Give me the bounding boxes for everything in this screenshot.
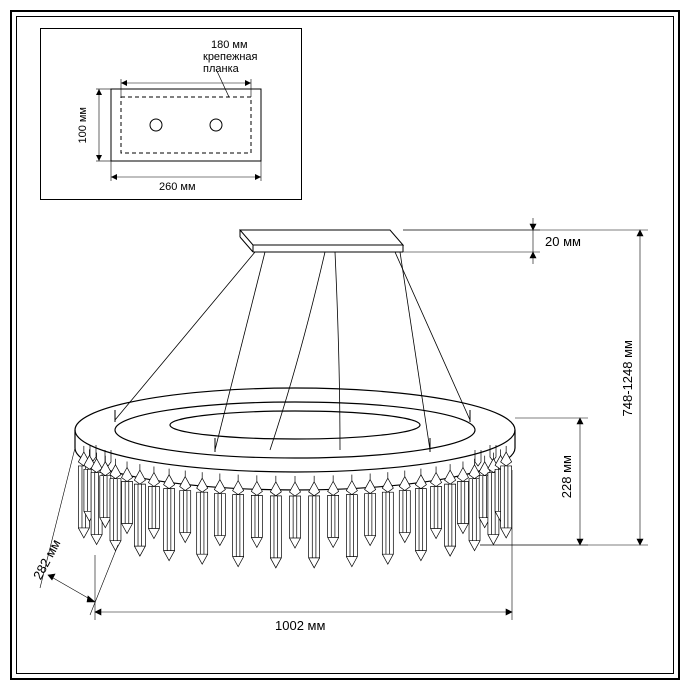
dim-mount-height: 20 мм (545, 234, 581, 249)
dim-full-height: 748-1248 мм (620, 340, 635, 416)
main-svg (0, 0, 690, 690)
dim-body-height: 228 мм (559, 455, 574, 498)
dim-width: 1002 мм (275, 618, 325, 633)
